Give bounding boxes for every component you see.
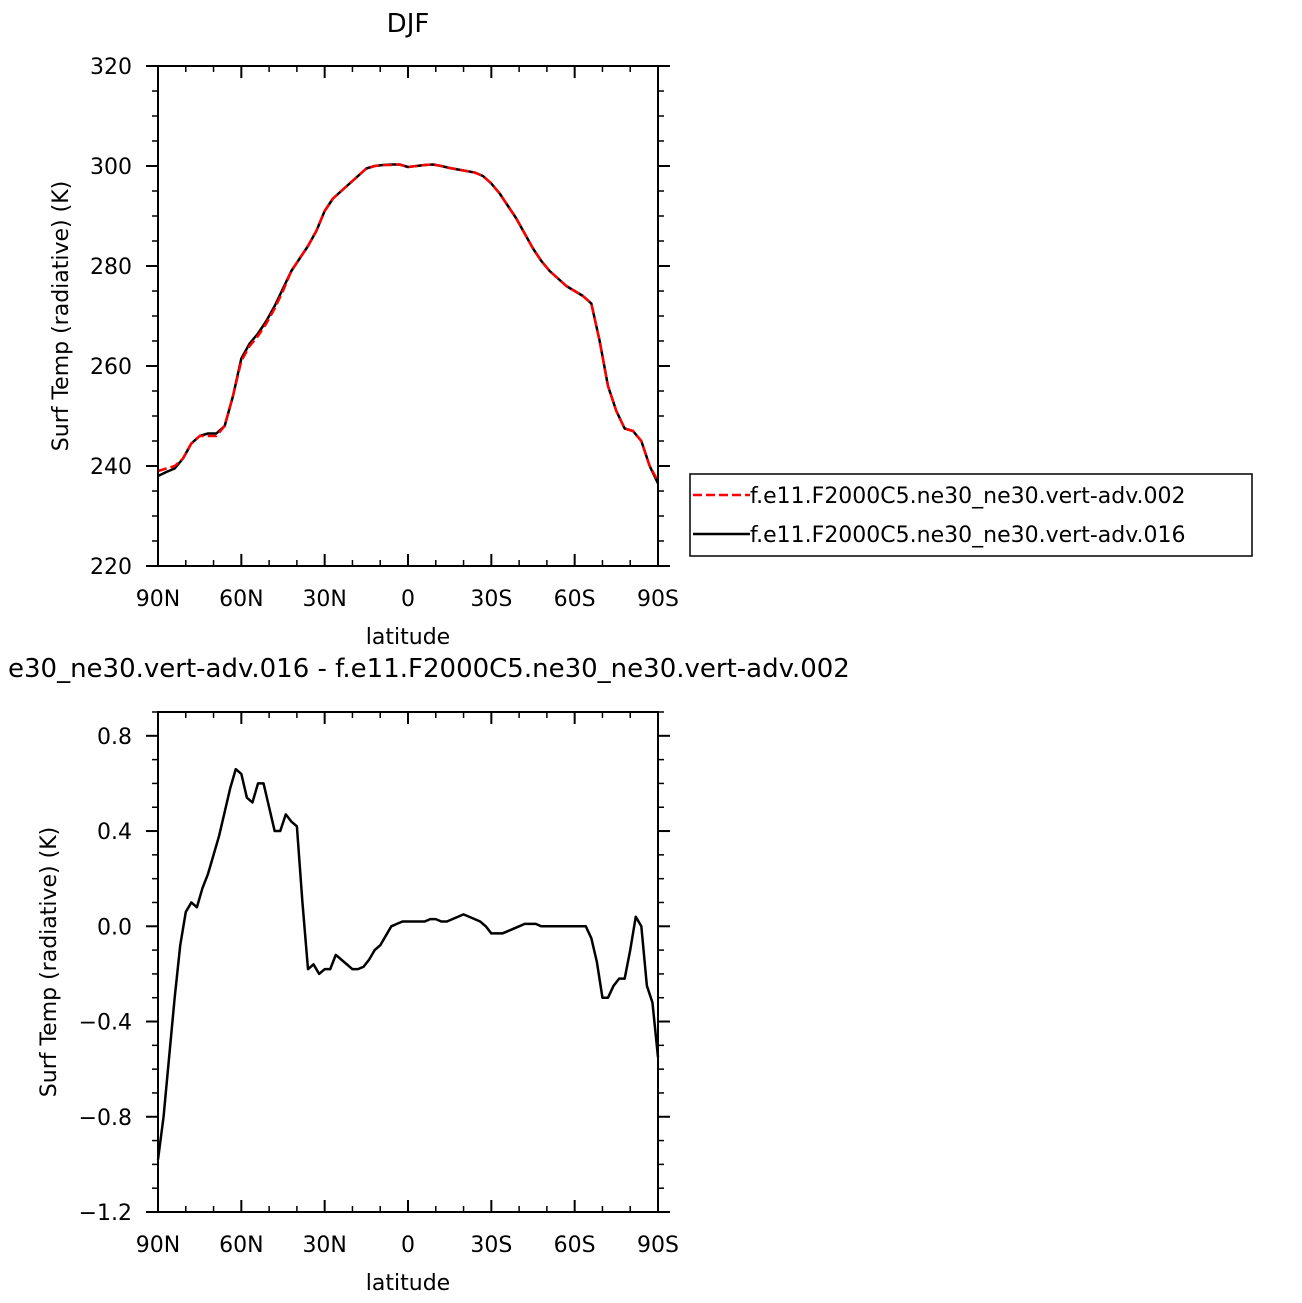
top-series-line-0 xyxy=(157,163,660,482)
bottom-ytick-label: −1.2 xyxy=(79,1201,132,1226)
bottom-panel-difference: e30_ne30.vert-adv.016 - f.e11.F2000C5.ne… xyxy=(8,654,850,1296)
bottom-panel-ticks: 90N 60N 30N 0 30S 60S 90S −1.2 −0.8 −0.4 0.0 0.4 0.8 xyxy=(79,711,679,1258)
top-panel-xlabel: latitude xyxy=(366,625,450,650)
top-panel-lines xyxy=(157,163,660,485)
bottom-xtick-label: 30N xyxy=(302,1233,346,1258)
top-series-line-1 xyxy=(157,163,660,485)
top-ytick-label: 320 xyxy=(90,55,132,80)
bottom-ytick-label: 0.8 xyxy=(97,725,132,750)
bottom-ytick-label: −0.4 xyxy=(79,1011,132,1036)
top-panel-ticks: 90N 60N 30N 0 30S 60S 90S 220 240 260 280 300 320 xyxy=(90,55,679,612)
bottom-xtick-label: 90S xyxy=(637,1233,679,1258)
bottom-ytick-label: 0.0 xyxy=(97,915,132,940)
legend-box xyxy=(689,473,1253,557)
top-xtick-label: 30S xyxy=(470,587,512,612)
bottom-panel-ylabel: Surf Temp (radiative) (K) xyxy=(37,827,62,1097)
top-ytick-label: 300 xyxy=(90,155,132,180)
top-panel-surface-temp: DJF Surf Temp (radiative) (K) latitude 9… xyxy=(49,9,679,650)
bottom-panel-frame xyxy=(157,711,659,1213)
bottom-series-line-0 xyxy=(156,767,660,1160)
bottom-xtick-label: 30S xyxy=(470,1233,512,1258)
top-ytick-label: 220 xyxy=(90,555,132,580)
legend-label-series-002: f.e11.F2000C5.ne30_ne30.vert-adv.002 xyxy=(750,484,1186,509)
top-panel-frame xyxy=(157,65,659,567)
bottom-xtick-label: 90N xyxy=(136,1233,180,1258)
bottom-xtick-label: 60N xyxy=(219,1233,263,1258)
bottom-xtick-label: 60S xyxy=(554,1233,596,1258)
top-xtick-label: 90N xyxy=(136,587,180,612)
top-xtick-label: 0 xyxy=(401,587,415,612)
bottom-xtick-label: 0 xyxy=(401,1233,415,1258)
top-xtick-label: 60S xyxy=(554,587,596,612)
top-xtick-label: 30N xyxy=(302,587,346,612)
top-xtick-label: 90S xyxy=(637,587,679,612)
top-xtick-label: 60N xyxy=(219,587,263,612)
bottom-panel-lines xyxy=(156,767,660,1160)
top-ytick-label: 240 xyxy=(90,455,132,480)
legend-label-series-016: f.e11.F2000C5.ne30_ne30.vert-adv.016 xyxy=(750,523,1186,548)
bottom-panel-title: e30_ne30.vert-adv.016 - f.e11.F2000C5.ne… xyxy=(8,654,850,684)
top-ytick-label: 280 xyxy=(90,255,132,280)
bottom-ytick-label: −0.8 xyxy=(79,1106,132,1131)
top-panel-title: DJF xyxy=(387,9,430,39)
bottom-ytick-label: 0.4 xyxy=(97,820,132,845)
legend: f.e11.F2000C5.ne30_ne30.vert-adv.002 f.e… xyxy=(689,473,1253,557)
top-ytick-label: 260 xyxy=(90,355,132,380)
bottom-panel-xlabel: latitude xyxy=(366,1271,450,1296)
top-panel-ylabel: Surf Temp (radiative) (K) xyxy=(49,181,74,451)
